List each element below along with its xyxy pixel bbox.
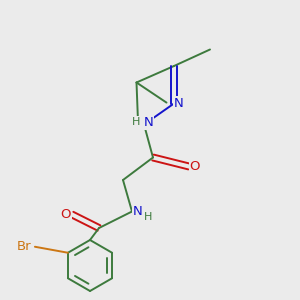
Text: H: H (131, 117, 140, 127)
Text: H: H (144, 212, 153, 222)
Text: O: O (190, 160, 200, 173)
Text: N: N (144, 116, 153, 129)
Text: O: O (61, 208, 71, 221)
Text: Br: Br (17, 240, 32, 253)
Text: N: N (174, 97, 183, 110)
Text: N: N (133, 205, 143, 218)
